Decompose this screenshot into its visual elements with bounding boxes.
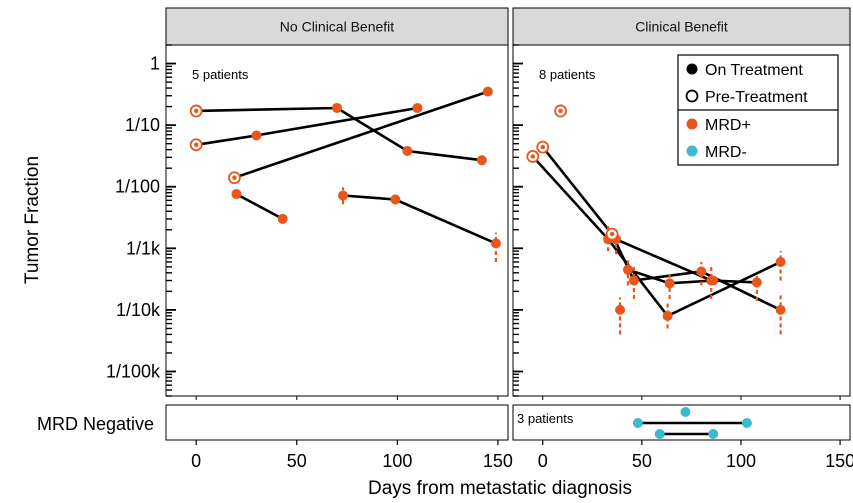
data-point	[390, 194, 401, 205]
legend-label: MRD+	[705, 117, 751, 134]
data-point	[332, 102, 342, 113]
mrd-negative-point	[708, 429, 719, 439]
x-tick-label: 100	[382, 451, 412, 471]
legend-marker	[686, 145, 698, 157]
x-tick-label: 0	[191, 451, 201, 471]
patient-count-annotation: 5 patients	[192, 67, 249, 82]
x-tick-label: 100	[726, 451, 756, 471]
data-point	[412, 102, 423, 113]
data-point	[482, 86, 493, 97]
y-tick-label: 1/10	[125, 115, 160, 135]
mrd-negative-point	[654, 429, 665, 439]
patient-trajectory-line	[342, 194, 497, 245]
x-tick-label: 150	[825, 451, 853, 471]
mrd-negative-frame	[165, 404, 509, 441]
chart-panels: No Clinical Benefit 1 1/10 1/100 1/1k 1/10k 1/…	[106, 7, 853, 471]
legend-marker-open	[685, 89, 699, 103]
data-point	[708, 275, 719, 286]
mrd-negative-row-label: MRD Negative	[37, 414, 154, 434]
data-point	[664, 278, 675, 289]
data-point	[490, 238, 501, 249]
plot-frame	[165, 44, 509, 397]
pre-treatment-point-center	[558, 108, 563, 114]
legend: On Treatment Pre-Treatment MRD+ MRD-	[677, 54, 839, 166]
legend-label: MRD-	[705, 144, 747, 161]
data-point	[696, 266, 707, 277]
legend-label: On Treatment	[705, 62, 803, 79]
pre-treatment-point-center	[530, 154, 536, 159]
data-point	[628, 275, 639, 286]
data-point	[402, 146, 413, 157]
x-tick-label: 50	[287, 451, 307, 471]
x-tick-label: 50	[632, 451, 652, 471]
y-tick-label: 1	[150, 54, 160, 74]
legend-marker	[686, 63, 698, 75]
mrd-negative-annotation: 3 patients	[517, 411, 574, 426]
patient-count-annotation: 8 patients	[539, 67, 596, 82]
strip-label: Clinical Benefit	[635, 19, 728, 35]
y-tick-label: 1/1k	[126, 238, 161, 258]
data-point	[476, 155, 487, 166]
patient-trajectory-line	[196, 106, 482, 162]
patient-trajectory-line	[235, 192, 284, 221]
panel-2: Clinical Benefit 8 patients 3 patients 0 50 1…	[512, 7, 853, 471]
y-tick-label: 1/100k	[106, 361, 161, 381]
y-axis-title: Tumor Fraction	[22, 156, 43, 284]
patient-trajectory-line	[610, 233, 782, 312]
data-point	[251, 130, 262, 141]
patient-trajectory-line	[541, 146, 757, 284]
strip-label: No Clinical Benefit	[280, 19, 394, 35]
pre-treatment-point-center	[609, 231, 615, 237]
data-point	[662, 310, 673, 321]
pre-treatment-point-center	[193, 108, 199, 114]
pre-treatment-point-center	[232, 175, 237, 180]
y-tick-label: 1/10k	[116, 300, 161, 320]
data-point	[622, 264, 633, 275]
data-point	[338, 190, 349, 201]
data-point	[775, 304, 786, 315]
x-tick-label: 0	[538, 451, 548, 471]
y-tick-label: 1/100	[115, 177, 160, 197]
mrd-negative-frame	[512, 404, 851, 441]
data-point	[615, 304, 626, 315]
strip-header	[512, 7, 851, 46]
legend-label: Pre-Treatment	[705, 89, 808, 106]
data-point	[775, 256, 786, 267]
pre-treatment-point-center	[193, 142, 199, 147]
strip-header	[165, 7, 509, 46]
plot-frame	[512, 44, 851, 397]
data-point	[231, 189, 242, 200]
data-point	[751, 277, 762, 288]
panel-1: No Clinical Benefit 1 1/10 1/100 1/1k 1/10k 1/…	[106, 7, 513, 471]
pre-treatment-point-center	[540, 144, 545, 150]
mrd-negative-point	[680, 407, 691, 417]
mrd-negative-point	[741, 418, 752, 428]
patient-trajectory-line	[233, 90, 489, 179]
mrd-negative-point	[632, 418, 643, 428]
x-tick-label: 150	[483, 451, 513, 471]
data-point	[277, 213, 288, 224]
x-axis-title: Days from metastatic diagnosis	[368, 478, 632, 499]
legend-marker	[686, 118, 698, 130]
